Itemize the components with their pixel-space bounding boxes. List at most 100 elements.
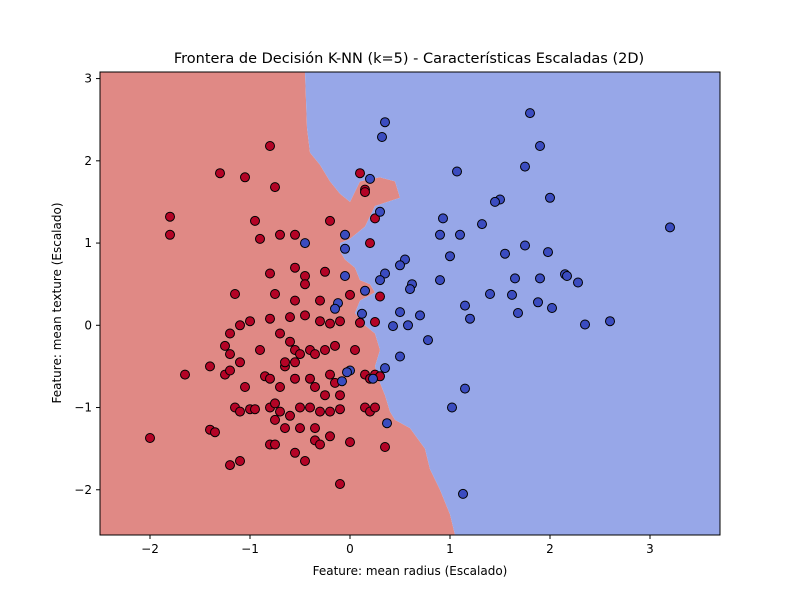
data-point-class-1 xyxy=(435,229,445,240)
data-point-class-1 xyxy=(405,284,415,295)
x-tick-label: 3 xyxy=(646,542,654,556)
data-point-class-0 xyxy=(275,406,285,417)
data-point-class-1 xyxy=(510,273,520,284)
data-point-class-0 xyxy=(315,406,325,417)
data-point-class-1 xyxy=(403,320,413,331)
data-point-class-1 xyxy=(520,161,530,172)
data-point-class-0 xyxy=(290,447,300,458)
data-point-class-1 xyxy=(477,219,487,230)
data-point-class-0 xyxy=(270,439,280,450)
data-point-class-0 xyxy=(320,266,330,277)
data-point-class-0 xyxy=(165,211,175,222)
data-point-class-1 xyxy=(395,260,405,271)
x-axis: −2 −1 0 1 2 3 xyxy=(141,535,654,556)
data-point-class-1 xyxy=(357,308,367,319)
data-point-class-1 xyxy=(535,141,545,151)
data-point-class-1 xyxy=(388,321,398,332)
data-point-class-0 xyxy=(360,187,370,198)
data-point-class-0 xyxy=(225,365,235,376)
data-point-class-0 xyxy=(355,168,365,179)
data-point-class-1 xyxy=(452,166,462,177)
data-point-class-1 xyxy=(423,335,433,346)
data-point-class-0 xyxy=(240,172,250,183)
data-point-class-0 xyxy=(275,328,285,339)
data-point-class-0 xyxy=(285,410,295,421)
data-point-class-1 xyxy=(460,300,470,311)
data-point-class-0 xyxy=(290,373,300,384)
data-point-class-1 xyxy=(460,383,470,394)
data-point-class-1 xyxy=(380,363,390,374)
data-point-class-0 xyxy=(210,427,220,438)
data-point-class-0 xyxy=(265,268,275,279)
data-point-class-0 xyxy=(270,414,280,425)
x-tick-label: 0 xyxy=(346,542,354,556)
data-point-class-0 xyxy=(290,229,300,240)
data-point-class-0 xyxy=(230,289,240,299)
y-tick-label: −2 xyxy=(74,483,92,497)
data-point-class-1 xyxy=(395,307,405,318)
data-point-class-1 xyxy=(545,192,555,203)
data-point-class-0 xyxy=(225,328,235,339)
data-point-class-0 xyxy=(180,369,190,380)
data-point-class-1 xyxy=(573,277,583,288)
data-point-class-0 xyxy=(245,316,255,327)
data-point-class-0 xyxy=(355,317,365,328)
data-point-class-1 xyxy=(447,402,457,413)
data-point-class-0 xyxy=(305,373,315,384)
data-point-class-0 xyxy=(265,141,275,151)
data-point-class-0 xyxy=(300,456,310,466)
data-point-class-0 xyxy=(285,312,295,323)
data-point-class-0 xyxy=(235,357,245,368)
data-points xyxy=(145,108,675,499)
data-point-class-1 xyxy=(533,297,543,308)
data-point-class-0 xyxy=(330,340,340,351)
data-point-class-1 xyxy=(340,229,350,240)
data-point-class-1 xyxy=(507,289,517,300)
data-point-class-1 xyxy=(342,367,352,378)
data-point-class-1 xyxy=(513,308,523,318)
data-point-class-0 xyxy=(205,361,215,372)
data-point-class-0 xyxy=(300,279,310,290)
data-point-class-1 xyxy=(375,275,385,286)
data-point-class-1 xyxy=(435,275,445,286)
data-point-class-1 xyxy=(605,316,615,327)
data-point-class-1 xyxy=(500,248,510,259)
data-point-class-0 xyxy=(250,404,260,415)
x-axis-label: Feature: mean radius (Escalado) xyxy=(313,564,508,578)
data-point-class-1 xyxy=(465,313,475,324)
data-point-class-0 xyxy=(345,437,355,448)
data-point-class-1 xyxy=(365,173,375,184)
data-point-class-1 xyxy=(375,206,385,217)
data-point-class-1 xyxy=(337,376,347,387)
data-point-class-0 xyxy=(310,349,320,360)
data-point-class-0 xyxy=(305,402,315,413)
y-tick-label: −1 xyxy=(74,401,92,415)
data-point-class-1 xyxy=(438,213,448,224)
data-point-class-1 xyxy=(458,488,468,499)
data-point-class-0 xyxy=(285,336,295,347)
data-point-class-0 xyxy=(375,291,385,302)
data-point-class-1 xyxy=(340,243,350,254)
data-point-class-0 xyxy=(270,182,280,193)
data-point-class-0 xyxy=(325,369,335,380)
data-point-class-0 xyxy=(290,295,300,306)
y-tick-label: 3 xyxy=(84,72,92,86)
y-tick-label: 2 xyxy=(84,154,92,168)
data-point-class-1 xyxy=(382,418,392,429)
data-point-class-0 xyxy=(300,310,310,321)
data-point-class-1 xyxy=(360,285,370,296)
data-point-class-1 xyxy=(377,132,387,142)
data-point-class-0 xyxy=(380,442,390,452)
data-point-class-0 xyxy=(240,382,250,392)
plot-area xyxy=(100,72,720,535)
data-point-class-0 xyxy=(335,404,345,415)
data-point-class-0 xyxy=(255,233,265,244)
data-point-class-0 xyxy=(235,406,245,417)
data-point-class-0 xyxy=(315,439,325,450)
data-point-class-0 xyxy=(315,316,325,327)
y-axis: −2 −1 0 1 2 3 xyxy=(74,72,100,497)
data-point-class-0 xyxy=(325,318,335,329)
data-point-class-0 xyxy=(335,479,345,489)
x-tick-label: 2 xyxy=(546,542,554,556)
data-point-class-1 xyxy=(340,271,350,281)
